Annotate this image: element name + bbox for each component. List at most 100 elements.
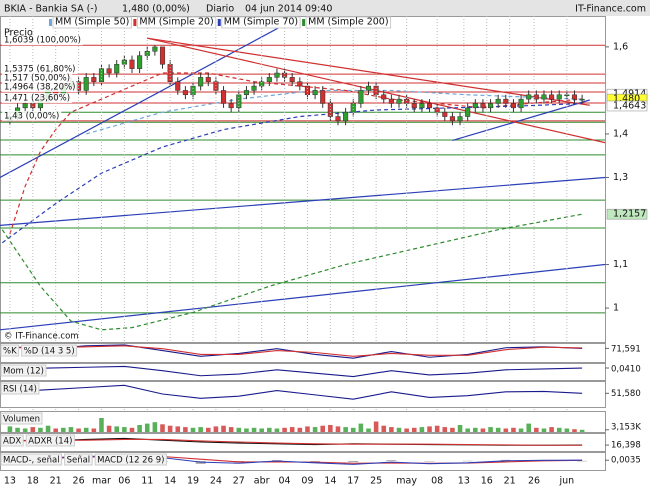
indicator-bar (7, 426, 13, 432)
candle-body (182, 90, 188, 96)
last-value-label: 71,591 (611, 345, 641, 355)
candle-body (449, 116, 455, 122)
candle-body (426, 103, 433, 109)
indicator-bar (442, 427, 448, 432)
candle-body (274, 72, 280, 78)
indicator-bar (457, 425, 463, 432)
x-tick-label: 14 (324, 476, 336, 487)
candle-body (495, 98, 501, 104)
candle-body (457, 116, 463, 122)
legend-swatch (49, 19, 52, 26)
indicator-bar (518, 428, 524, 432)
indicator-bar (274, 428, 280, 432)
indicator-label: Mom (12) (3, 367, 44, 377)
chart-title: BKIA - Bankia SA (-) (4, 4, 97, 15)
indicator-bar (183, 427, 188, 432)
indicator-bar (221, 425, 226, 432)
fib-label-bg (2, 110, 62, 121)
candle-body (465, 107, 471, 117)
indicator-bar (167, 425, 173, 432)
indicator-bar (198, 427, 203, 432)
indicator-panel (0, 381, 606, 408)
indicator-bar (358, 423, 364, 432)
candle-body (373, 85, 379, 96)
indicator-bar (579, 429, 585, 432)
indicator-bar (373, 421, 379, 432)
candle-body (335, 116, 341, 122)
indicator-label-bg (64, 453, 93, 466)
watermark: © IT-Finance.com (4, 332, 79, 342)
indicator-line (9, 365, 583, 378)
indicator-bar (137, 425, 142, 432)
candle-body (549, 94, 555, 100)
indicator-bar (424, 461, 435, 462)
candle-body (144, 51, 150, 56)
candle-body (121, 59, 127, 65)
indicator-bar (53, 428, 58, 432)
indicator-line (9, 438, 583, 446)
candle-body (137, 55, 143, 69)
indicator-bar (91, 428, 97, 432)
indicator-bar (511, 427, 516, 432)
x-tick-label: 16 (481, 476, 493, 487)
indicator-bar (45, 425, 51, 432)
legend-box (305, 16, 392, 29)
trendline (0, 16, 301, 179)
legend-swatch (302, 19, 306, 26)
indicator-label-bg (94, 453, 167, 466)
indicator-bar (259, 428, 264, 432)
x-tick-label: 14 (164, 476, 176, 487)
indicator-bar (556, 427, 562, 432)
candle-body (83, 77, 89, 91)
price-marker (606, 100, 648, 112)
indicator-label-bg (0, 453, 63, 466)
fib-label: 1,4964 (38,20%) (4, 82, 76, 92)
x-tick-label: 26 (528, 476, 540, 487)
x-tick-label: 25 (370, 476, 382, 487)
period: Diario (206, 4, 234, 15)
indicator-bar (106, 425, 112, 432)
indicator-bar (297, 427, 303, 432)
fib-label: 1,5375 (61,80%) (4, 65, 76, 75)
indicator-bar (144, 423, 150, 432)
indicator-bar (152, 422, 158, 432)
x-tick-label: 09 (301, 476, 313, 487)
candle-body (358, 90, 364, 104)
indicator-bar (282, 427, 287, 432)
legend-swatch (217, 19, 221, 26)
candle-body (129, 59, 135, 69)
trendline (0, 176, 605, 226)
indicator-bar (564, 428, 570, 432)
moving-average (1, 213, 583, 331)
candle-body (297, 81, 303, 87)
legend-swatch (133, 19, 137, 26)
indicator-line (9, 345, 583, 357)
indicator-label-bg (25, 434, 75, 447)
indicator-bar (76, 428, 81, 432)
panel-label: Precio (4, 28, 33, 39)
indicator-bar (114, 426, 120, 432)
indicator-bar (411, 427, 417, 432)
price-label: 1,480 (0,00%) (122, 4, 190, 15)
legend-label: MM (Simple 20) (139, 17, 213, 28)
legend-label: MM (Simple 70) (224, 17, 298, 28)
candle-body (343, 111, 349, 122)
fib-label-bg (2, 81, 78, 92)
indicator-bar (61, 427, 66, 432)
indicator-label-bg (0, 344, 20, 357)
legend-label: MM (Simple 50) (55, 17, 129, 28)
last-value-label: 16,398 (611, 441, 641, 451)
candle-body (365, 85, 372, 91)
candle-body (205, 77, 211, 82)
indicator-bar (549, 427, 554, 432)
candle-body (98, 68, 105, 82)
y-tick-label: 1,3 (613, 172, 628, 183)
indicator-bar (348, 461, 359, 463)
candle-body (488, 103, 494, 109)
indicator-bar (534, 427, 539, 432)
candle-body (251, 85, 257, 91)
candle-body (259, 81, 265, 87)
x-tick-label: 27 (233, 476, 245, 487)
fib-label: 1,471 (23,60%) (4, 94, 70, 104)
candle-body (213, 81, 219, 91)
